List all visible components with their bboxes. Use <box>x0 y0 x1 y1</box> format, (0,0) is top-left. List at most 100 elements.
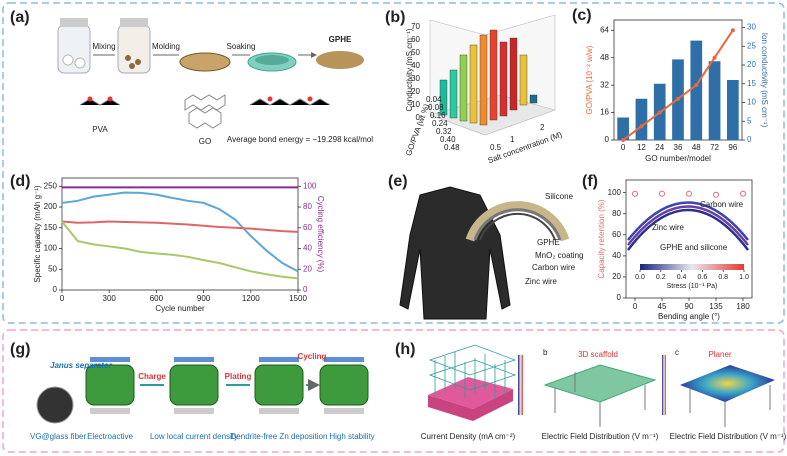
colorbar <box>640 264 744 270</box>
panel-label: (h) <box>395 341 415 358</box>
plot-frame <box>61 177 299 291</box>
y2-tick-label: 40 <box>303 244 312 253</box>
panel-e-part <box>479 213 556 241</box>
y2-tick-label: 15 <box>747 79 756 88</box>
y2-tick-label: 20 <box>303 264 312 273</box>
y-tick-label: 100 <box>608 188 622 197</box>
panel-a-part <box>179 52 231 72</box>
product-label: GPHE <box>329 35 352 44</box>
tick-label: 30 <box>411 74 420 83</box>
y-axis-title: Specific capacity (mAh g⁻¹) <box>33 185 42 282</box>
plot-title: Planer <box>708 350 731 359</box>
y2-tick-label: 10 <box>747 98 756 107</box>
bar <box>727 80 739 140</box>
panel-g-part-part <box>259 408 299 414</box>
x-axis-title: Bending angle (°) <box>658 312 720 321</box>
point <box>659 190 665 197</box>
panel-g-part-part <box>319 364 369 406</box>
bar <box>708 61 721 140</box>
panel-a-part-part <box>267 96 273 102</box>
y2-tick-label: 100 <box>303 181 317 190</box>
caption: Electroactive <box>87 432 133 441</box>
y-tick-label: 0 <box>605 135 610 144</box>
colorbar-title: Stress (10⁻¹ Pa) <box>667 283 718 290</box>
layer-label: GPHE <box>537 238 560 247</box>
x-tick-label: 12 <box>637 143 646 152</box>
colorbar-tick-label: 0.4 <box>677 274 687 281</box>
step-label: Soaking <box>227 42 256 51</box>
panel-a-part-part <box>188 107 222 129</box>
tick-label: 2 <box>540 123 545 132</box>
panel-a-part <box>120 18 148 27</box>
plot-title: 3D scaffold <box>578 350 618 359</box>
stress-curves-part <box>627 201 749 241</box>
y2-tick-label: 80 <box>303 202 312 211</box>
top-frame <box>2 2 785 324</box>
panel-a-part <box>62 54 74 66</box>
panel-g-part-part <box>90 408 130 414</box>
y2-tick-label: 5 <box>747 116 752 125</box>
y-tick-label: 50 <box>48 264 57 273</box>
x-tick-label: 600 <box>150 294 164 303</box>
panel-h-part <box>554 372 646 427</box>
panel-g-part <box>90 408 364 414</box>
x-tick-label: 0 <box>621 143 626 152</box>
x-tick-label: 90 <box>685 302 694 311</box>
panel-h-part <box>428 389 513 421</box>
panel-g-part-part <box>174 357 214 362</box>
point <box>686 190 692 197</box>
panel-h-part <box>689 385 771 427</box>
panel-a-part <box>135 59 141 65</box>
caption: Dendrite-free Zn deposition <box>231 432 328 441</box>
x-tick-label: 135 <box>709 302 723 311</box>
y-tick-label: 100 <box>44 244 58 253</box>
y-tick-label: 80 <box>612 209 621 218</box>
colorbar-tick-label: 0.6 <box>698 274 708 281</box>
x-tick-label: 36 <box>674 143 683 152</box>
y-tick-label: 200 <box>44 202 58 211</box>
panel-label: (b) <box>385 9 405 26</box>
stress-curves-part <box>627 205 749 246</box>
panel-a-part <box>60 18 88 27</box>
panel-h-part <box>662 355 666 415</box>
y-axis-title: GO/PVA (10⁻² w/w) <box>585 45 594 114</box>
panel-g: (g) Janus separator VG@glass fiber Charg… <box>10 341 375 441</box>
panel-e-part <box>473 208 562 241</box>
x-tick-label: 180 <box>736 302 750 311</box>
caption: Current Density (mA cm⁻²) <box>421 432 516 441</box>
y-tick-label: 150 <box>44 223 58 232</box>
panel-e: (e) Silicone GPHE MnO₂ coating Carbon wi… <box>388 173 583 320</box>
material-label: PVA <box>92 125 108 134</box>
x-axis-title: Cycle number <box>155 304 205 313</box>
y-tick-label: 0 <box>617 293 622 302</box>
colorbar-tick-label: 1.0 <box>739 274 749 281</box>
panel-a-part-part <box>184 94 226 111</box>
panel-label: (g) <box>10 341 30 358</box>
panel-g-part-part <box>324 408 364 414</box>
panel-label: (d) <box>10 173 30 190</box>
panel-label: (a) <box>10 9 30 26</box>
y2-axis-title: Cycling efficiency (%) <box>316 196 325 273</box>
panel-label: (c) <box>572 7 592 24</box>
layer-label: Zinc wire <box>525 277 558 286</box>
panel-g-part-part <box>254 364 304 406</box>
y2-axis-title: Ion conductivity (mS cm⁻¹) <box>760 33 769 128</box>
tick-label: 0.32 <box>436 127 452 136</box>
step-label: Cycling <box>298 352 327 361</box>
fiber-label: VG@glass fiber <box>30 432 86 441</box>
series-line <box>61 220 299 280</box>
panel-a-part-part <box>87 96 93 102</box>
y2-tick-label: 25 <box>747 41 756 50</box>
panel-b-part-part <box>499 41 508 117</box>
tick-label: 50 <box>411 48 420 57</box>
y2-tick-label: 30 <box>747 23 756 32</box>
panel-h-part <box>680 365 775 402</box>
point <box>632 190 638 197</box>
energy-label: Average bond energy = −19.298 kcal/mol <box>227 135 373 144</box>
panel-g-part-part <box>90 357 130 362</box>
y2-tick-label: 20 <box>747 60 756 69</box>
separator-label: Janus separator <box>50 361 113 370</box>
panel-b-part-part <box>489 29 498 121</box>
tick-label: 20 <box>411 87 420 96</box>
